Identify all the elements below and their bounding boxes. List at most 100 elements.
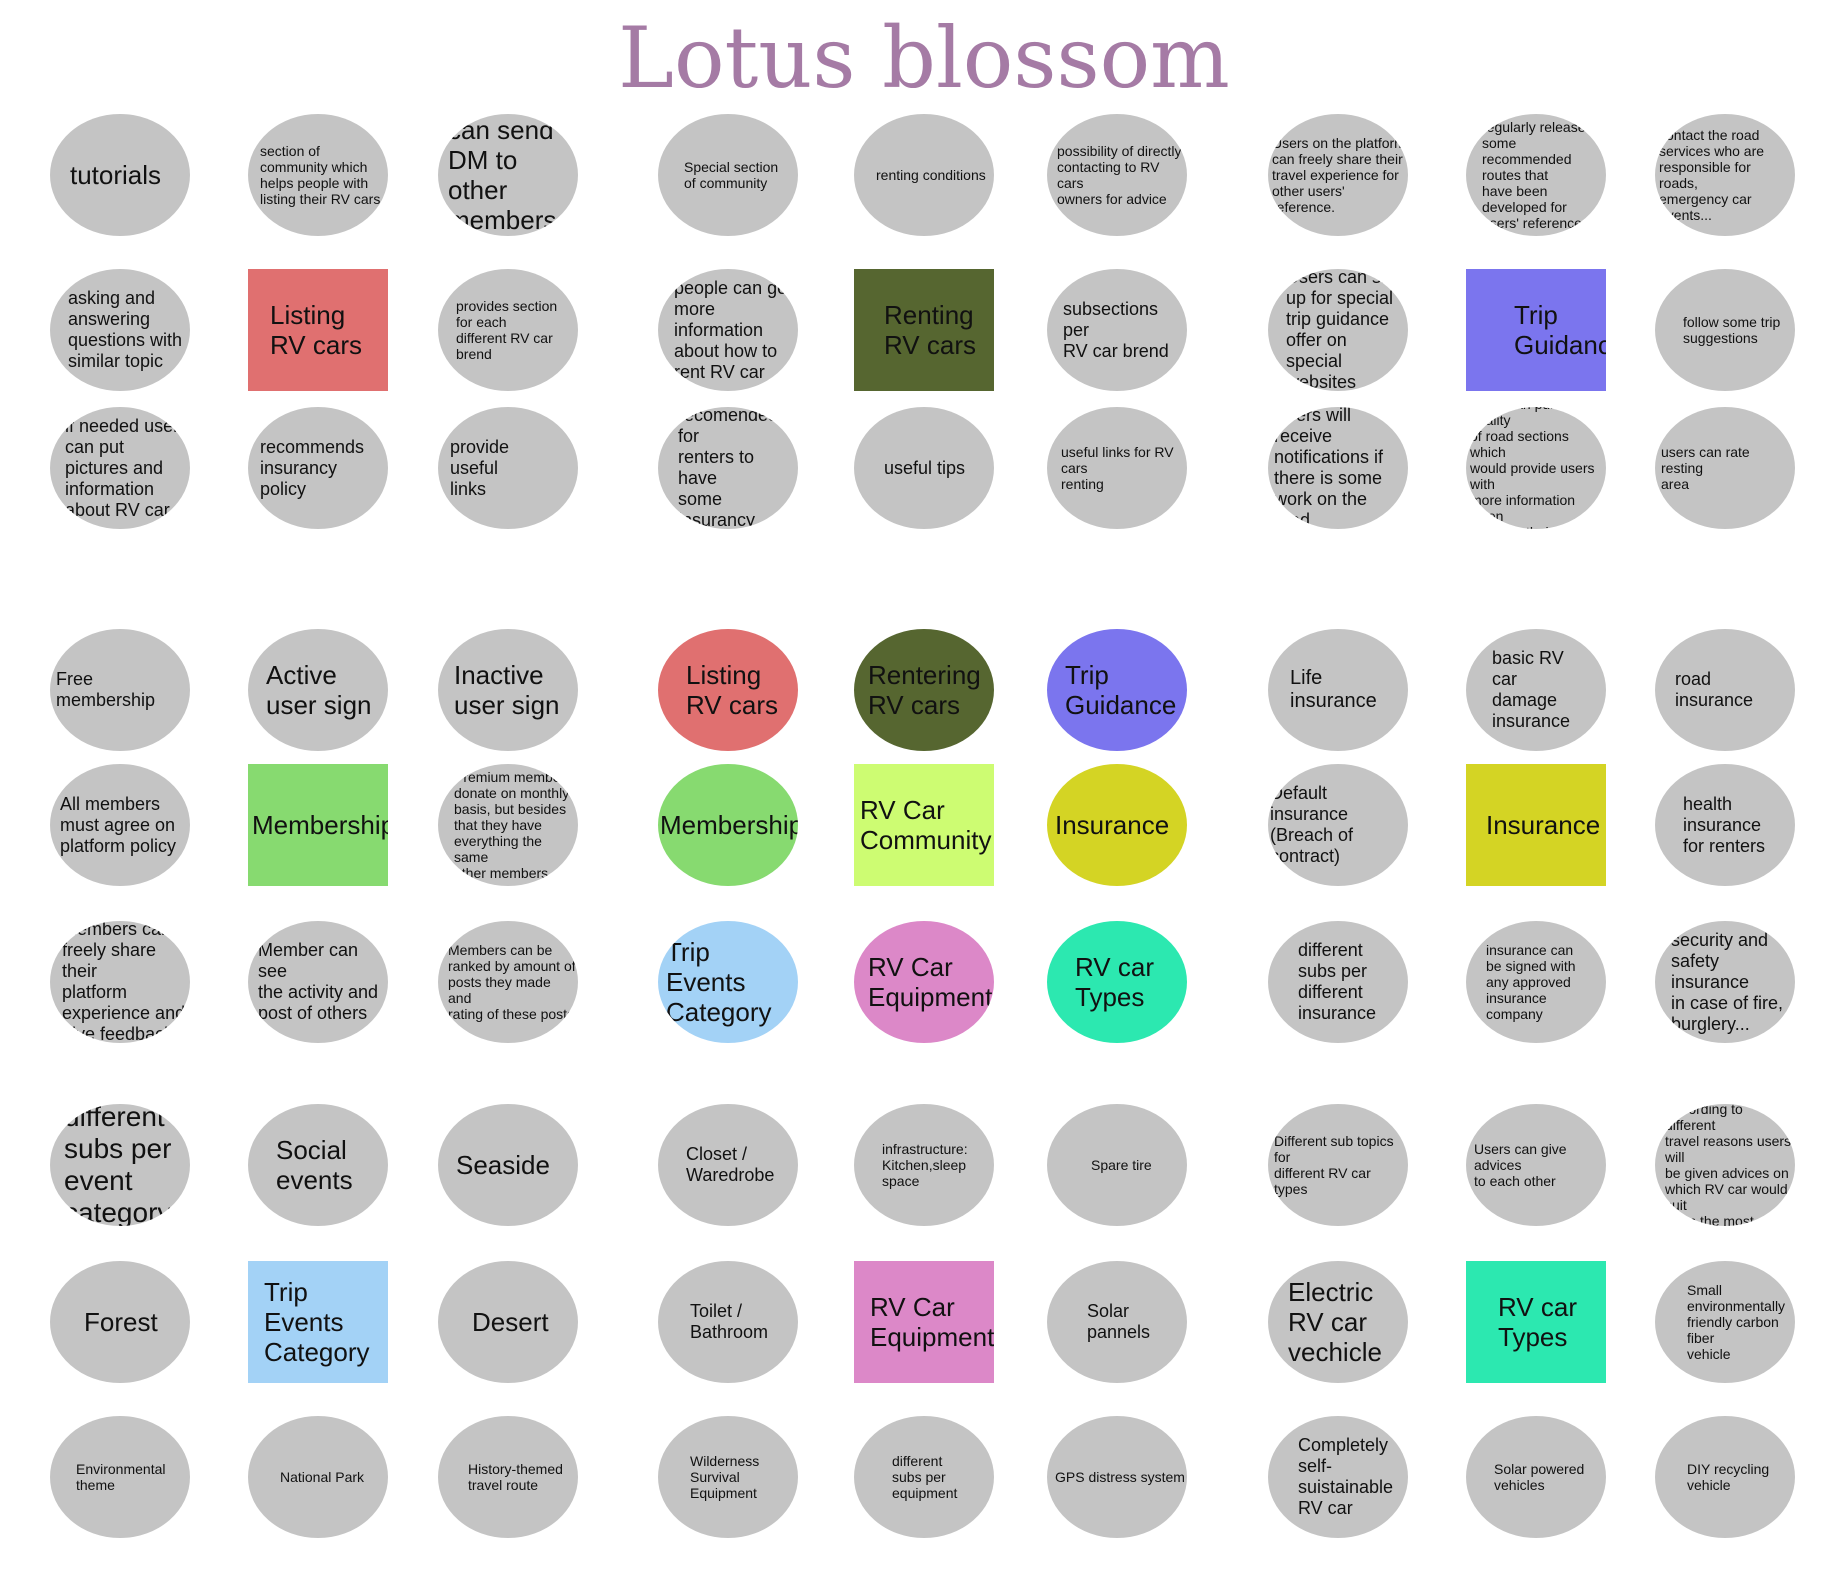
node-label: renting conditions — [876, 167, 986, 183]
idea-bubble-different-sub-topics-for-different-rv-ca: Different sub topics for different RV ca… — [1268, 1104, 1408, 1226]
idea-bubble-history-themed-travel-route: History-themed travel route — [438, 1416, 578, 1538]
idea-bubble-asking-and-answering-questions-with-simi: asking and answering questions with simi… — [50, 269, 190, 391]
node-label: provide useful links — [450, 436, 510, 499]
idea-bubble-life-insurance: Life insurance — [1268, 629, 1408, 751]
center-note-trip-guidance: Trip Guidance — [1466, 269, 1606, 391]
idea-bubble-rv-car-equipment: RV Car Equipment — [854, 921, 994, 1043]
center-note-renting-rv-cars: Renting RV cars — [854, 269, 994, 391]
node-label: Users can give advices to each other — [1474, 1141, 1567, 1189]
idea-bubble-completely-self-suistainable-rv-car: Completely self- suistainable RV car — [1268, 1416, 1408, 1538]
node-label: Member can see the activity and post of … — [258, 940, 379, 1023]
center-note-insurance: Insurance — [1466, 764, 1606, 886]
node-label: Trip Guidance — [1514, 300, 1606, 360]
node-label: users can rate resting area — [1661, 444, 1750, 492]
node-label: GPS distress system — [1055, 1469, 1185, 1485]
node-label: different subs per equipment — [892, 1453, 958, 1501]
idea-bubble-infrastructure-kitchen-sleep-space: infrastructure: Kitchen,sleep space — [854, 1104, 994, 1226]
idea-bubble-listing-rv-cars: Listing RV cars — [658, 629, 798, 751]
idea-bubble-toilet-bathroom: Toilet / Bathroom — [658, 1261, 798, 1383]
node-label: Different sub topics for different RV ca… — [1274, 1133, 1394, 1197]
node-label: RV car Types — [1498, 1292, 1577, 1352]
idea-bubble-renting-conditions: renting conditions — [854, 114, 994, 236]
idea-bubble-rv-car-types: RV car Types — [1047, 921, 1187, 1043]
node-label: RV Car Equipment — [868, 952, 993, 1012]
node-label: Wilderness Survival Equipment — [690, 1453, 760, 1501]
node-label: Life insurance — [1290, 667, 1377, 712]
idea-bubble-seaside: Seaside — [438, 1104, 578, 1226]
idea-bubble-it-is-usually-recomended-for-renters-to-: it is usually recomended for renters to … — [658, 407, 798, 529]
node-label: RV Car Equipment — [870, 1292, 994, 1352]
node-label: recommends insurancy policy — [260, 436, 365, 499]
idea-bubble-possibility-of-directly-contacting-to-rv: possibility of directly contacting to RV… — [1047, 114, 1187, 236]
idea-bubble-people-can-get-more-information-about-ho: people can get more information about ho… — [658, 269, 798, 391]
idea-bubble-useful-links-for-rv-cars-renting: useful links for RV cars renting — [1047, 407, 1187, 529]
node-label: Inactive user sign — [454, 660, 560, 720]
node-label: Members can be ranked by amount of posts… — [448, 942, 576, 1022]
idea-bubble-electric-rv-car-vechicle: Electric RV car vechicle — [1268, 1261, 1408, 1383]
idea-bubble-tutorials: tutorials — [50, 114, 190, 236]
center-note-rv-car-equipment: RV Car Equipment — [854, 1261, 994, 1383]
node-label: Users on the platform can freely share t… — [1272, 135, 1406, 215]
node-label: different subs per different insurance — [1298, 940, 1377, 1023]
node-label: RV Car Community — [860, 795, 992, 855]
center-note-trip-events-category: Trip Events Category — [248, 1261, 388, 1383]
idea-bubble-different-subs-per-equipment: different subs per equipment — [854, 1416, 994, 1538]
node-label: Trip Guidance — [1065, 660, 1177, 720]
node-label: Membership — [252, 810, 388, 840]
node-label: Small environmentally friendly carbon fi… — [1687, 1282, 1786, 1362]
page-title: Lotus blossom — [618, 9, 1230, 107]
idea-bubble-environmental-theme: Environmental theme — [50, 1416, 190, 1538]
idea-bubble-users-will-receive-notifications-if-ther: Users will receive notifications if ther… — [1268, 407, 1408, 529]
idea-bubble-different-subs-per-different-insurance: different subs per different insurance — [1268, 921, 1408, 1043]
node-label: security and safety insurance in case of… — [1671, 929, 1784, 1034]
node-label: Free membership — [56, 669, 156, 710]
idea-bubble-basic-rv-car-damage-insurance: basic RV car damage insurance — [1466, 629, 1606, 751]
node-label: Users can sign up for special trip guida… — [1286, 269, 1406, 391]
idea-bubble-free-membership: Free membership — [50, 629, 190, 751]
node-label: follow some trip suggestions — [1683, 314, 1781, 346]
node-label: Spare tire — [1091, 1157, 1152, 1173]
node-label: Renting RV cars — [884, 300, 976, 360]
node-label: Insurance — [1055, 810, 1170, 840]
node-label: can send DM to other members — [448, 115, 557, 235]
idea-bubble-provide-useful-links: provide useful links — [438, 407, 578, 529]
idea-bubble-default-insurance-breach-of-contract: Default insurance (Breach of contract) — [1268, 764, 1408, 886]
idea-bubble-desert: Desert — [438, 1261, 578, 1383]
node-label: infrastructure: Kitchen,sleep space — [882, 1141, 968, 1189]
idea-bubble-section-of-community-which-helps-people-: section of community which helps people … — [248, 114, 388, 236]
idea-bubble-different-subs-per-event-category: different subs per event category — [50, 1104, 190, 1226]
node-label: users can publish quality of road sectio… — [1470, 407, 1595, 529]
node-label: Forest — [84, 1307, 158, 1337]
node-label: History-themed travel route — [468, 1461, 563, 1493]
idea-bubble-special-section-of-community: Special section of community — [658, 114, 798, 236]
node-label: Toilet / Bathroom — [690, 1301, 769, 1342]
node-label: Environmental theme — [76, 1461, 166, 1493]
idea-bubble-member-can-see-the-activity-and-post-of-: Member can see the activity and post of … — [248, 921, 388, 1043]
idea-bubble-active-user-sign: Active user sign — [248, 629, 388, 751]
node-label: Electric RV car vechicle — [1288, 1277, 1382, 1367]
idea-bubble-rentering-rv-cars: Rentering RV cars — [854, 629, 994, 751]
node-label: According to different travel reasons us… — [1665, 1104, 1792, 1226]
node-label: insurance can be signed with any approve… — [1486, 942, 1576, 1022]
node-label: Rentering RV cars — [868, 660, 981, 720]
node-label: road insurance — [1675, 669, 1754, 710]
idea-bubble-forest: Forest — [50, 1261, 190, 1383]
node-label: Listing RV cars — [270, 300, 362, 360]
idea-bubble-all-members-must-agree-on-platform-polic: All members must agree on platform polic… — [50, 764, 190, 886]
node-label: Social events — [276, 1135, 353, 1195]
idea-bubble-can-send-dm-to-other-members: can send DM to other members — [438, 114, 578, 236]
idea-bubble-regularly-release-some-recommended-route: regularly release some recommended route… — [1466, 114, 1606, 236]
idea-bubble-diy-recycling-vehicle: DIY recycling vehicle — [1655, 1416, 1795, 1538]
idea-bubble-according-to-different-travel-reasons-us: According to different travel reasons us… — [1655, 1104, 1795, 1226]
node-label: Solar pannels — [1087, 1301, 1151, 1342]
node-label: All members must agree on platform polic… — [60, 793, 177, 856]
node-label: tutorials — [70, 160, 162, 190]
idea-bubble-spare-tire: Spare tire — [1047, 1104, 1187, 1226]
node-label: regularly release some recommended route… — [1482, 119, 1586, 231]
center-note-listing-rv-cars: Listing RV cars — [248, 269, 388, 391]
idea-bubble-national-park: National Park — [248, 1416, 388, 1538]
node-label: Completely self- suistainable RV car — [1298, 1435, 1394, 1518]
idea-bubble-small-environmentally-friendly-carbon-fi: Small environmentally friendly carbon fi… — [1655, 1261, 1795, 1383]
node-label: different subs per event category — [64, 1104, 172, 1226]
idea-bubble-users-can-rate-resting-area: users can rate resting area — [1655, 407, 1795, 529]
